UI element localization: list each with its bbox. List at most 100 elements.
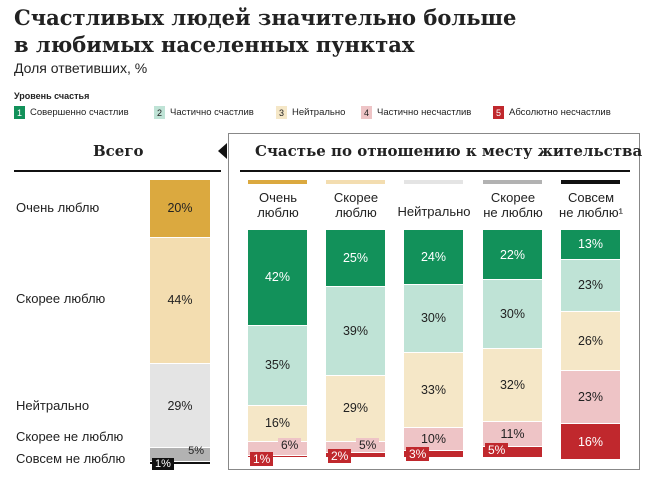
bar-segment: [483, 446, 542, 458]
box-header: Счастье по отношению к месту жительства: [255, 142, 643, 160]
bar-segment: 33%: [404, 353, 463, 429]
legend-swatch: 2: [154, 106, 165, 119]
category-marker: [404, 180, 463, 184]
total-bar-segment: [150, 462, 210, 466]
bar-segment: [248, 455, 307, 458]
bar-segment: [326, 442, 385, 454]
legend-item: 2 Частично счастлив: [154, 106, 254, 119]
data-label: 29%: [167, 398, 193, 413]
data-label: 24%: [420, 249, 447, 264]
category-label: Скорее не люблю: [473, 190, 553, 220]
legend-label: Частично счастлив: [170, 107, 254, 118]
category-label: Совсем не люблю¹: [551, 190, 631, 220]
place-panel: [228, 133, 640, 470]
bar-segment: 26%: [561, 312, 620, 372]
category-label: Скорее люблю: [316, 190, 396, 220]
legend-label: Совершенно счастлив: [30, 107, 129, 118]
legend-label: Частично несчастлив: [377, 107, 472, 118]
legend-title: Уровень счастья: [14, 91, 90, 101]
data-label: 1%: [250, 451, 274, 466]
bar-segment: [404, 451, 463, 458]
title-line-1: Счастливых людей значительно больше: [14, 5, 517, 30]
data-label: 23%: [577, 278, 604, 293]
legend-swatch: 1: [14, 106, 25, 119]
category-label-line: Совсем: [567, 190, 615, 205]
data-label: 35%: [264, 358, 291, 373]
data-label: 3%: [406, 447, 430, 462]
category-label-line: не люблю: [483, 205, 543, 220]
bar-segment: 25%: [326, 230, 385, 287]
bar-segment: 23%: [561, 259, 620, 313]
data-label: 5%: [188, 444, 204, 457]
legend-label: Нейтрально: [292, 107, 346, 118]
category-marker: [248, 180, 307, 184]
bar-segment: 39%: [326, 287, 385, 376]
data-label: 30%: [420, 311, 447, 326]
legend-swatch: 3: [276, 106, 287, 119]
category-label-line: не люблю¹: [559, 205, 623, 220]
total-bar-segment: 44%: [150, 237, 210, 365]
total-category-label: Очень люблю: [16, 200, 100, 215]
box-header-line: [240, 170, 630, 172]
title-line-2: в любимых населенных пунктах: [14, 32, 415, 57]
pointer-arrow-icon: [218, 143, 227, 159]
data-label: 44%: [167, 293, 193, 308]
category-label-line: люблю: [335, 205, 377, 220]
category-label-line: Нейтрально: [397, 204, 471, 219]
category-marker: [326, 180, 385, 184]
data-label: 33%: [420, 383, 447, 398]
category-label: Очень люблю: [238, 190, 318, 220]
data-label: 5%: [485, 442, 509, 457]
data-label: 42%: [264, 270, 291, 285]
data-label: 6%: [278, 438, 302, 453]
data-label: 29%: [342, 401, 369, 416]
legend-swatch: 5: [493, 106, 504, 119]
bar-segment: 23%: [561, 371, 620, 424]
data-label: 16%: [264, 416, 291, 431]
legend-item: 5 Абсолютно несчастлив: [493, 106, 611, 119]
category-marker: [483, 180, 542, 184]
data-label: 32%: [499, 377, 526, 392]
legend-label: Абсолютно несчастлив: [509, 107, 611, 118]
data-label: 2%: [328, 449, 352, 464]
bar-segment: 32%: [483, 348, 542, 422]
data-label: 11%: [500, 426, 525, 441]
category-label-line: Скорее: [490, 190, 536, 205]
total-bar-segment: 29%: [150, 364, 210, 448]
data-label: 39%: [342, 323, 369, 338]
total-category-label: Совсем не люблю: [16, 451, 126, 466]
bar-segment: 29%: [326, 375, 385, 443]
data-label: 1%: [152, 458, 174, 470]
category-marker: [561, 180, 620, 184]
subtitle: Доля ответивших, %: [14, 60, 148, 76]
bar-segment: 42%: [248, 230, 307, 326]
legend-swatch: 4: [361, 106, 372, 119]
data-label: 10%: [420, 432, 447, 447]
total-category-label: Скорее люблю: [16, 291, 106, 306]
total-category-label: Скорее не люблю: [16, 429, 124, 444]
data-label: 30%: [499, 306, 526, 321]
data-label: 25%: [342, 251, 369, 265]
bar-segment: 13%: [561, 230, 620, 260]
category-label: Нейтрально: [394, 204, 474, 219]
legend-item: 3 Нейтрально: [276, 106, 345, 119]
total-header-line: [14, 170, 221, 172]
data-label: 22%: [499, 247, 526, 262]
chart-title: Счастливых людей значительно больше в люб…: [14, 4, 516, 58]
data-label: 5%: [356, 438, 380, 453]
data-label: 20%: [167, 201, 193, 216]
bar-segment: 35%: [248, 325, 307, 406]
category-label-line: Скорее: [333, 190, 379, 205]
bar-segment: [326, 453, 385, 458]
legend-item: 1 Совершенно счастлив: [14, 106, 129, 119]
legend-item: 4 Частично несчастлив: [361, 106, 471, 119]
bar-segment: 16%: [248, 405, 307, 443]
total-category-label: Нейтрально: [16, 398, 90, 413]
data-label: 23%: [577, 390, 604, 405]
bar-segment: 16%: [561, 423, 620, 461]
data-label: 26%: [577, 334, 604, 349]
category-label-line: люблю: [257, 205, 299, 220]
data-label: 13%: [577, 237, 604, 252]
data-label: 16%: [577, 434, 604, 449]
bar-segment: 10%: [404, 428, 463, 452]
